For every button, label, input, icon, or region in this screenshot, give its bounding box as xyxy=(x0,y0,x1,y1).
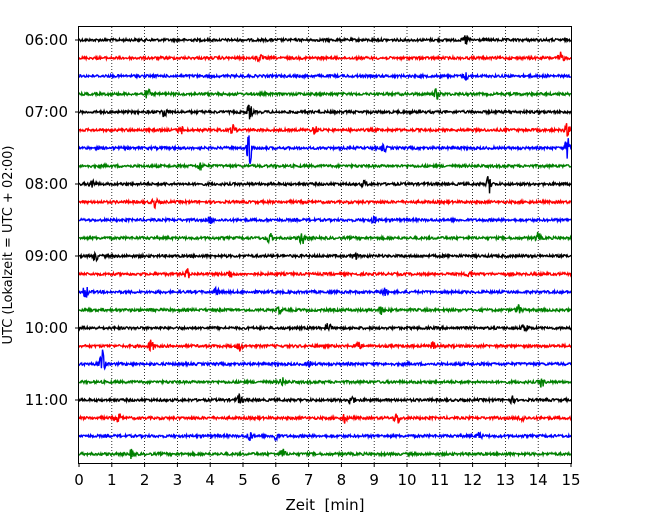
trace-0830 xyxy=(78,215,572,225)
trace-1100 xyxy=(78,393,572,406)
trace-0930 xyxy=(78,285,572,298)
x-tick-label: 14 xyxy=(529,471,548,489)
trace-0845 xyxy=(78,232,572,246)
y-tick-label: 07:00 xyxy=(25,103,68,121)
x-tick-label: 8 xyxy=(337,471,347,489)
trace-0715 xyxy=(78,123,572,137)
trace-1045 xyxy=(78,377,572,388)
trace-series xyxy=(78,35,572,459)
trace-0800 xyxy=(78,175,572,194)
x-tick-label: 0 xyxy=(74,471,84,489)
x-axis-label: Zeit [min] xyxy=(285,496,364,514)
y-axis-label: UTC (Lokalzeit = UTC + 02:00) xyxy=(1,146,16,345)
trace-1000 xyxy=(78,323,572,333)
trace-0745 xyxy=(78,161,572,171)
trace-0600 xyxy=(78,35,572,45)
trace-1115 xyxy=(78,413,572,424)
y-axis-ticks: 06:00 07:00 08:00 09:00 10:00 11:00 xyxy=(25,31,79,409)
plot-frame xyxy=(78,26,572,464)
trace-0645 xyxy=(78,88,572,100)
x-tick-label: 15 xyxy=(561,471,580,489)
x-tick-label: 6 xyxy=(271,471,281,489)
x-tick-label: 3 xyxy=(173,471,183,489)
trace-0730 xyxy=(78,135,572,165)
y-tick-label: 11:00 xyxy=(25,391,68,409)
trace-1130 xyxy=(78,431,572,442)
trace-0700 xyxy=(78,104,572,120)
x-tick-label: 13 xyxy=(496,471,515,489)
trace-0615 xyxy=(78,51,572,63)
trace-1030 xyxy=(78,349,572,371)
y-tick-label: 10:00 xyxy=(25,319,68,337)
x-tick-label: 12 xyxy=(463,471,482,489)
trace-0815 xyxy=(78,196,572,210)
x-tick-label: 4 xyxy=(205,471,215,489)
y-tick-label: 08:00 xyxy=(25,175,68,193)
x-tick-label: 9 xyxy=(369,471,379,489)
trace-1015 xyxy=(78,339,572,353)
trace-0900 xyxy=(78,250,572,263)
x-tick-label: 10 xyxy=(397,471,416,489)
y-tick-label: 06:00 xyxy=(25,31,68,49)
x-tick-label: 11 xyxy=(430,471,449,489)
x-axis-ticks: 0 1 2 3 4 5 6 7 8 9 10 11 12 13 14 15 xyxy=(74,463,581,489)
x-tick-label: 1 xyxy=(107,471,117,489)
x-tick-label: 2 xyxy=(140,471,150,489)
trace-0945 xyxy=(78,304,572,316)
trace-0630 xyxy=(78,72,572,82)
y-tick-label: 09:00 xyxy=(25,247,68,265)
trace-0915 xyxy=(78,268,572,279)
x-tick-label: 5 xyxy=(238,471,248,489)
trace-1145 xyxy=(78,448,572,459)
grid-lines xyxy=(111,27,539,463)
x-tick-label: 7 xyxy=(304,471,314,489)
